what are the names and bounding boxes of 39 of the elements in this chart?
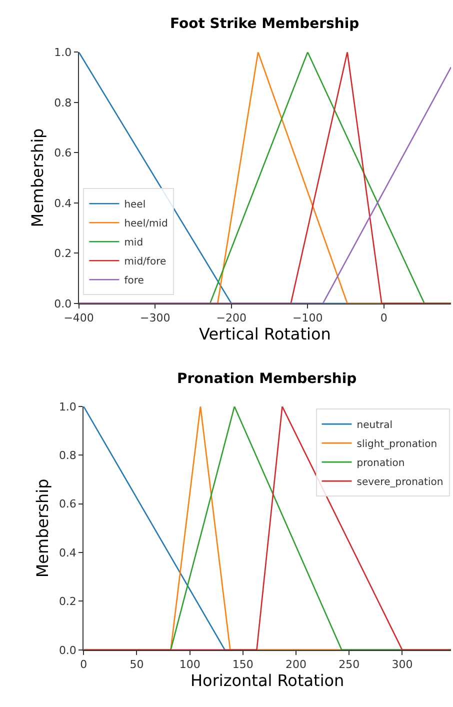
x-axis-title: Horizontal Rotation [190, 671, 344, 690]
y-tick-label: 0.6 [54, 146, 72, 160]
x-tick-label: 150 [232, 658, 254, 672]
x-tick-label: 0 [380, 312, 388, 325]
y-tick-label: 0.2 [58, 595, 76, 608]
x-tick-label: 0 [80, 658, 88, 672]
legend-label: severe_pronation [356, 476, 444, 488]
legend-label: fore [124, 276, 144, 286]
legend-label: heel [124, 200, 146, 210]
x-axis-title: Vertical Rotation [198, 324, 331, 344]
x-tick-label: 50 [130, 658, 144, 672]
x-tick-label: −100 [292, 312, 323, 325]
legend-label: heel/mid [124, 218, 168, 230]
x-tick-label: 100 [179, 658, 200, 672]
y-tick-label: 0.8 [54, 96, 72, 110]
y-tick-label: 0.0 [54, 297, 72, 310]
y-tick-label: 1.0 [54, 46, 72, 59]
x-tick-label: −300 [140, 312, 170, 325]
y-axis-title: Membership [32, 478, 52, 578]
legend-label: mid [124, 238, 144, 248]
legend-label: pronation [356, 458, 405, 469]
legend-label: neutral [356, 420, 393, 431]
y-tick-label: 0.4 [54, 196, 72, 210]
x-tick-label: −400 [64, 312, 94, 325]
y-axis-title: Membership [28, 128, 48, 228]
y-tick-label: 0.8 [58, 449, 76, 462]
legend-label: mid/fore [124, 256, 166, 268]
x-tick-label: 200 [286, 658, 307, 672]
y-tick-label: 0.6 [58, 498, 76, 511]
chart-title: Pronation Membership [177, 371, 357, 387]
y-tick-label: 0.4 [58, 546, 76, 560]
x-tick-label: 300 [392, 658, 413, 672]
legend-label: slight_pronation [356, 438, 438, 450]
x-tick-label: 250 [338, 658, 360, 672]
y-tick-label: 0.2 [54, 247, 72, 260]
y-tick-label: 0.0 [58, 644, 76, 657]
y-tick-label: 1.0 [58, 400, 76, 414]
chart-title: Foot Strike Membership [170, 16, 360, 32]
x-tick-label: −200 [216, 312, 246, 325]
